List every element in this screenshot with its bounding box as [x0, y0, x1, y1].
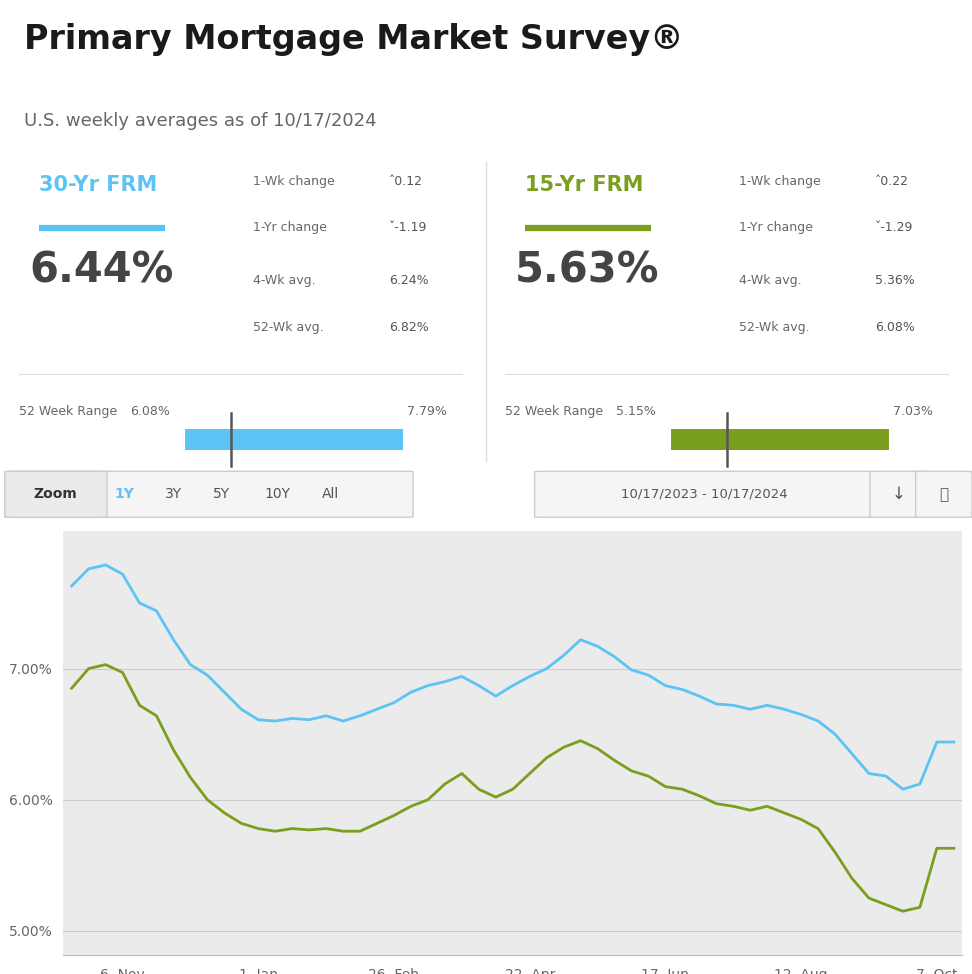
- FancyBboxPatch shape: [5, 471, 107, 517]
- Text: 52 Week Range: 52 Week Range: [19, 405, 118, 418]
- Text: 7.79%: 7.79%: [407, 405, 447, 418]
- Text: ˇ-1.29: ˇ-1.29: [875, 221, 913, 235]
- Bar: [185, 429, 403, 450]
- Text: ↓: ↓: [891, 485, 905, 504]
- FancyBboxPatch shape: [916, 471, 972, 517]
- Text: 4-Wk avg.: 4-Wk avg.: [739, 275, 801, 287]
- Bar: [671, 429, 889, 450]
- Text: All: All: [322, 487, 339, 502]
- Text: ˆ0.22: ˆ0.22: [875, 174, 909, 188]
- Text: 52-Wk avg.: 52-Wk avg.: [739, 321, 810, 334]
- Text: 1-Wk change: 1-Wk change: [739, 174, 820, 188]
- Text: Zoom: Zoom: [33, 487, 78, 502]
- Text: 10Y: 10Y: [264, 487, 290, 502]
- Text: Primary Mortgage Market Survey®: Primary Mortgage Market Survey®: [24, 23, 683, 56]
- Text: 10/17/2023 - 10/17/2024: 10/17/2023 - 10/17/2024: [621, 488, 788, 501]
- Text: 1-Yr change: 1-Yr change: [739, 221, 813, 235]
- Text: ⎙: ⎙: [939, 487, 949, 502]
- Text: 5.36%: 5.36%: [875, 275, 915, 287]
- Text: 6.08%: 6.08%: [130, 405, 170, 418]
- Text: 3Y: 3Y: [164, 487, 182, 502]
- Text: 1-Yr change: 1-Yr change: [253, 221, 327, 235]
- Text: 1-Wk change: 1-Wk change: [253, 174, 334, 188]
- Text: 4-Wk avg.: 4-Wk avg.: [253, 275, 315, 287]
- FancyBboxPatch shape: [5, 471, 413, 517]
- Text: 5.63%: 5.63%: [515, 249, 660, 291]
- Text: 6.08%: 6.08%: [875, 321, 915, 334]
- Text: U.S. weekly averages as of 10/17/2024: U.S. weekly averages as of 10/17/2024: [24, 112, 377, 131]
- Text: 15-Yr FRM: 15-Yr FRM: [525, 174, 643, 195]
- Text: 52 Week Range: 52 Week Range: [505, 405, 604, 418]
- Text: 6.24%: 6.24%: [389, 275, 429, 287]
- Text: 5.15%: 5.15%: [616, 405, 656, 418]
- Text: ˇ-1.19: ˇ-1.19: [389, 221, 427, 235]
- Text: ˆ0.12: ˆ0.12: [389, 174, 423, 188]
- Text: 6.82%: 6.82%: [389, 321, 429, 334]
- FancyBboxPatch shape: [870, 471, 926, 517]
- Text: 6.44%: 6.44%: [29, 249, 174, 291]
- FancyBboxPatch shape: [535, 471, 875, 517]
- Text: 7.03%: 7.03%: [893, 405, 933, 418]
- Text: 30-Yr FRM: 30-Yr FRM: [39, 174, 157, 195]
- Text: 5Y: 5Y: [213, 487, 230, 502]
- Text: 1Y: 1Y: [115, 487, 134, 502]
- Text: 52-Wk avg.: 52-Wk avg.: [253, 321, 324, 334]
